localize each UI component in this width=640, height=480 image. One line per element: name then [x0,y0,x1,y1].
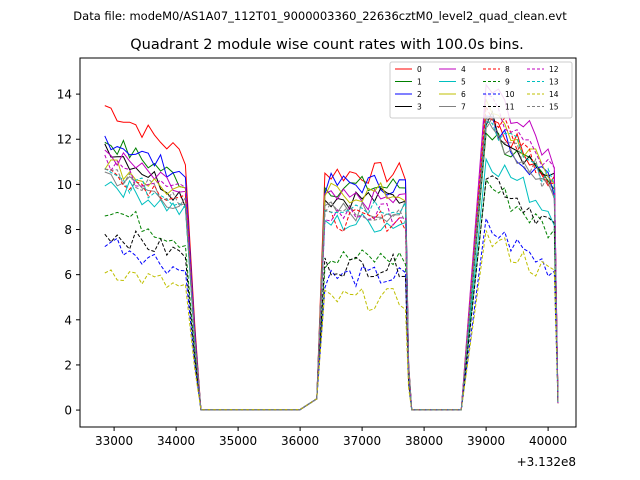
series-line-1 [104,132,559,411]
x-axis: 33000 34000 35000 36000 37000 38000 39000 40000 [95,427,567,448]
x-tick-label: 36000 [281,434,319,448]
series-line-2 [104,115,559,411]
series-line-10 [104,216,559,411]
series-line-0 [104,105,559,411]
x-tick-label: 37000 [343,434,381,448]
legend-frame [389,61,573,119]
y-tick-label: 0 [64,404,72,418]
legend-label-7: 7 [461,103,466,112]
series-line-13 [104,121,559,411]
series-line-14 [104,230,559,411]
series-line-6 [104,99,559,411]
series-line-15 [104,116,559,411]
y-tick-label: 12 [57,133,72,147]
series-line-5 [104,157,559,411]
legend-label-8: 8 [505,65,510,74]
legend-label-13: 13 [549,78,559,87]
legend-label-14: 14 [549,90,559,99]
series-line-12 [104,93,559,411]
legend-label-15: 15 [549,103,559,112]
x-tick-label: 33000 [95,434,133,448]
x-tick-label: 38000 [405,434,443,448]
y-tick-label: 4 [64,313,72,327]
x-offset-label: +3.132e8 [517,455,576,469]
legend-label-5: 5 [461,78,466,87]
x-tick-label: 40000 [529,434,567,448]
series-layer [104,83,559,411]
series-line-3 [104,110,559,411]
legend-label-10: 10 [505,90,515,99]
y-tick-label: 6 [64,268,72,282]
plot-area [79,57,577,428]
chart-title: Quadrant 2 module wise count rates with … [130,37,524,53]
legend-label-11: 11 [505,103,515,112]
y-tick-label: 10 [57,178,72,192]
series-line-11 [104,175,559,411]
legend-label-4: 4 [461,65,466,74]
x-tick-label: 39000 [467,434,505,448]
x-tick-label: 35000 [219,434,257,448]
legend-label-3: 3 [417,103,422,112]
y-tick-label: 14 [57,88,72,102]
suptitle: Data file: modeM0/AS1A07_112T01_90000033… [73,9,567,23]
y-tick-label: 2 [64,358,72,372]
legend-label-6: 6 [461,90,466,99]
legend-label-12: 12 [549,65,559,74]
legend-label-1: 1 [417,78,422,87]
y-tick-label: 8 [64,223,72,237]
legend-label-0: 0 [417,65,422,74]
legend-label-9: 9 [505,78,510,87]
x-tick-label: 34000 [157,434,195,448]
y-axis: 0 2 4 6 8 10 12 14 [57,88,80,418]
series-line-8 [104,104,559,411]
axes-frame [79,57,577,428]
series-line-7 [104,115,559,411]
legend-label-2: 2 [417,90,422,99]
